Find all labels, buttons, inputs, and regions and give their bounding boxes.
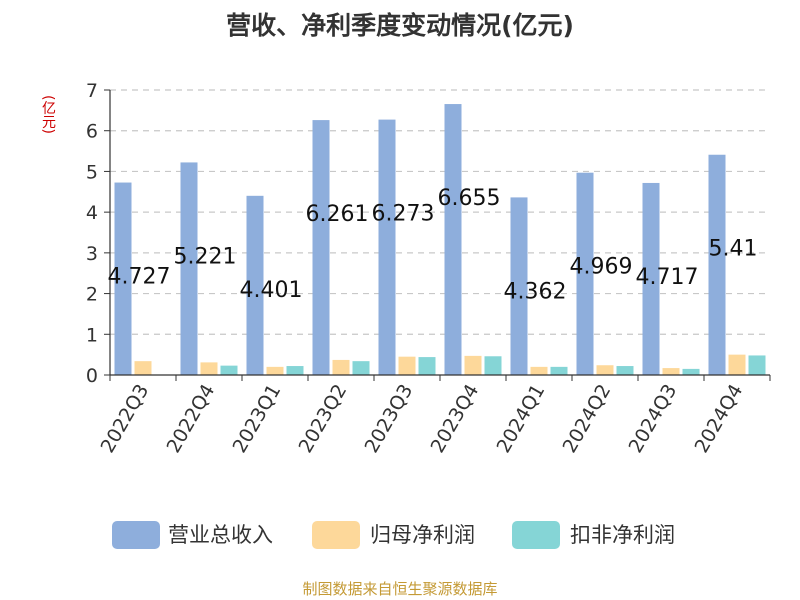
y-tick-label: 7 xyxy=(86,80,98,102)
bar-value-label: 4.362 xyxy=(504,279,567,304)
bar xyxy=(576,172,594,375)
y-axis: 0 1 2 3 4 5 6 7 xyxy=(86,80,111,387)
bar xyxy=(220,365,238,375)
legend-swatch xyxy=(512,521,560,549)
data-source-note: 制图数据来自恒生聚源数据库 xyxy=(302,580,498,598)
x-tick-label: 2024Q3 xyxy=(625,381,682,457)
y-tick-label: 6 xyxy=(86,121,98,143)
bar-value-label: 4.401 xyxy=(240,278,303,303)
bar-value-label: 4.717 xyxy=(636,265,699,290)
bar-value-label: 5.41 xyxy=(709,237,758,262)
bar xyxy=(444,104,462,376)
bar xyxy=(550,366,568,375)
x-tick-label: 2023Q3 xyxy=(361,381,418,457)
y-tick-label: 5 xyxy=(86,161,98,183)
bar xyxy=(510,197,528,375)
y-tick-label: 2 xyxy=(86,284,98,306)
bar xyxy=(352,361,370,375)
bar xyxy=(266,366,284,375)
x-tick-label: 2024Q4 xyxy=(691,381,748,457)
bar-value-label: 5.221 xyxy=(174,244,237,269)
bar-value-label: 6.273 xyxy=(372,202,435,227)
x-axis: 2022Q3 2022Q4 2023Q1 2023Q2 2023Q3 2023Q4 2024… xyxy=(97,374,771,457)
bar xyxy=(616,366,634,375)
x-tick-label: 2024Q1 xyxy=(493,381,550,457)
y-tick-label: 3 xyxy=(86,243,98,265)
bar xyxy=(530,366,548,375)
x-tick-label: 2023Q4 xyxy=(427,381,484,457)
bar xyxy=(134,361,152,375)
bar-value-label: 6.655 xyxy=(438,186,501,211)
x-tick-label: 2023Q2 xyxy=(295,381,352,457)
x-tick-label: 2022Q4 xyxy=(163,381,220,457)
y-tick-label: 1 xyxy=(86,324,98,346)
y-tick-label: 4 xyxy=(86,202,98,224)
bar xyxy=(728,354,746,375)
bar xyxy=(114,182,132,375)
gridlines xyxy=(110,89,770,335)
bar xyxy=(332,359,350,375)
bar xyxy=(748,355,766,375)
y-tick-label: 0 xyxy=(86,365,98,387)
bar xyxy=(708,154,726,375)
bar-value-label: 4.969 xyxy=(570,255,633,280)
bar xyxy=(398,356,416,375)
bar xyxy=(312,120,330,375)
bar xyxy=(200,362,218,375)
chart-title: 营收、净利季度变动情况(亿元) xyxy=(226,11,574,40)
x-tick-label: 2022Q3 xyxy=(97,381,154,457)
bar xyxy=(642,182,660,375)
bar xyxy=(378,119,396,375)
legend: 营业总收入 归母净利润 扣非净利润 xyxy=(112,521,675,549)
bar xyxy=(662,368,680,375)
bar-value-label: 4.727 xyxy=(108,265,171,290)
x-tick-label: 2023Q1 xyxy=(229,381,286,457)
bar-value-label: 6.261 xyxy=(306,202,369,227)
x-tick-label: 2024Q2 xyxy=(559,381,616,457)
bars xyxy=(114,104,766,376)
legend-swatch xyxy=(112,521,160,549)
bar xyxy=(180,162,198,375)
bar xyxy=(286,366,304,375)
bar xyxy=(246,195,264,375)
legend-label: 营业总收入 xyxy=(168,523,273,547)
bar xyxy=(484,356,502,375)
bar xyxy=(464,355,482,375)
bar xyxy=(418,357,436,375)
legend-label: 扣非净利润 xyxy=(570,523,675,547)
y-axis-unit-label: (亿元) xyxy=(40,95,56,134)
legend-swatch xyxy=(312,521,360,549)
bar xyxy=(682,368,700,375)
legend-label: 归母净利润 xyxy=(370,523,475,547)
bar xyxy=(596,365,614,375)
